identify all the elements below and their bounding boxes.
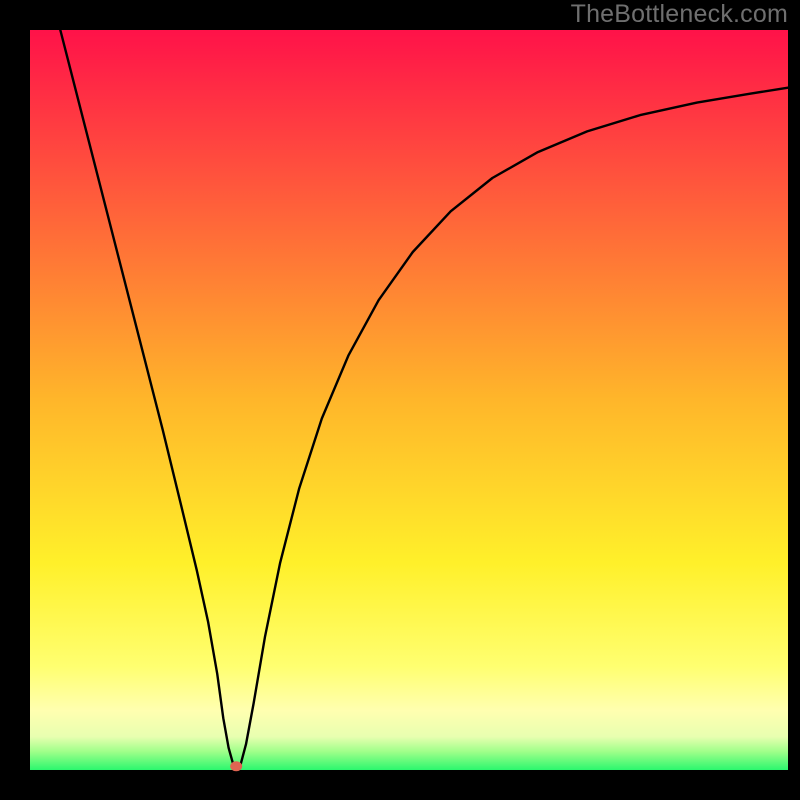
chart-frame: TheBottleneck.com	[0, 0, 800, 800]
plot-area	[30, 30, 788, 770]
watermark-label: TheBottleneck.com	[571, 0, 788, 29]
minimum-marker	[230, 761, 242, 771]
bottleneck-curve-chart	[0, 0, 800, 800]
